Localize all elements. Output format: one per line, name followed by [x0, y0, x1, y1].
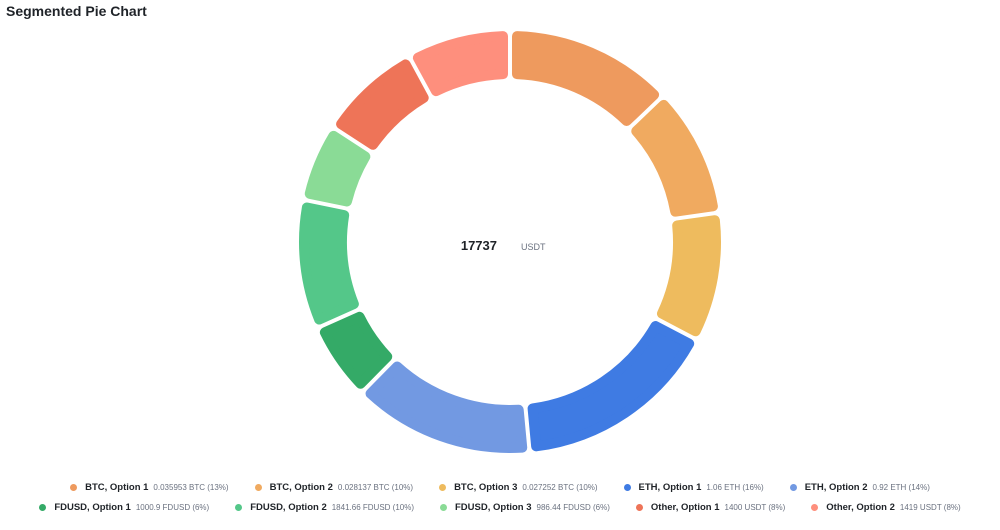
pie-slice-3[interactable]	[656, 215, 721, 337]
legend-item[interactable]: Other, Option 1 1400 USDT (8%)	[635, 502, 786, 513]
legend-item[interactable]: FDUSD, Option 1 1000.9 FDUSD (6%)	[39, 502, 209, 513]
legend-detail: 0.92 ETH (14%)	[872, 483, 930, 492]
pie-slice-1[interactable]	[511, 31, 660, 127]
legend-label: BTC, Option 3	[454, 482, 518, 493]
legend-swatch	[440, 504, 447, 511]
legend-row: BTC, Option 1 0.035953 BTC (13%) BTC, Opti…	[70, 482, 930, 493]
pie-slice-7[interactable]	[299, 202, 359, 325]
legend-swatch	[254, 484, 262, 491]
pie-slice-5[interactable]	[365, 361, 528, 453]
pie-slice-10[interactable]	[412, 31, 509, 97]
chart-legend: BTC, Option 1 0.035953 BTC (13%) BTC, Opti…	[0, 482, 1000, 513]
legend-detail: 0.028137 BTC (10%)	[337, 483, 414, 492]
chart-title: Segmented Pie Chart	[6, 3, 147, 19]
legend-item[interactable]: Other, Option 2 1419 USDT (8%)	[811, 502, 961, 513]
legend-label: BTC, Option 2	[269, 482, 333, 493]
legend-label: FDUSD, Option 2	[250, 502, 327, 513]
legend-detail: 1841.66 FDUSD (10%)	[331, 503, 414, 512]
legend-label: BTC, Option 1	[85, 482, 149, 493]
center-total-unit: USDT	[521, 242, 546, 252]
legend-swatch	[623, 484, 631, 491]
legend-item[interactable]: ETH, Option 2 0.92 ETH (14%)	[789, 482, 930, 493]
legend-detail: 1419 USDT (8%)	[899, 503, 961, 512]
legend-swatch	[39, 504, 47, 511]
legend-detail: 1000.9 FDUSD (6%)	[135, 503, 210, 512]
legend-label: ETH, Option 2	[804, 482, 868, 493]
legend-item[interactable]: ETH, Option 1 1.06 ETH (16%)	[623, 482, 764, 493]
pie-chart: 17737 USDT	[299, 31, 721, 453]
legend-detail: 986.44 FDUSD (6%)	[536, 503, 610, 512]
pie-slice-9[interactable]	[336, 59, 429, 150]
legend-swatch	[789, 484, 797, 491]
legend-swatch	[635, 504, 643, 511]
legend-swatch	[70, 484, 78, 491]
legend-item[interactable]: FDUSD, Option 2 1841.66 FDUSD (10%)	[235, 502, 414, 513]
legend-label: Other, Option 1	[650, 502, 720, 513]
legend-item[interactable]: BTC, Option 1 0.035953 BTC (13%)	[70, 482, 229, 493]
legend-item[interactable]: BTC, Option 2 0.028137 BTC (10%)	[254, 482, 414, 493]
legend-swatch	[811, 504, 819, 511]
legend-detail: 1.06 ETH (16%)	[706, 483, 764, 492]
legend-detail: 0.035953 BTC (13%)	[153, 483, 229, 492]
pie-slices	[299, 31, 721, 453]
legend-label: Other, Option 2	[826, 502, 895, 513]
legend-label: FDUSD, Option 1	[54, 502, 131, 513]
pie-slice-4[interactable]	[527, 321, 695, 452]
center-total-value: 17737	[461, 238, 497, 253]
legend-item[interactable]: FDUSD, Option 3 986.44 FDUSD (6%)	[440, 502, 610, 513]
legend-item[interactable]: BTC, Option 3 0.027252 BTC (10%)	[439, 482, 598, 493]
legend-detail: 1400 USDT (8%)	[724, 503, 786, 512]
legend-detail: 0.027252 BTC (10%)	[522, 483, 598, 492]
legend-swatch	[439, 484, 447, 491]
legend-label: FDUSD, Option 3	[455, 502, 532, 513]
pie-slice-8[interactable]	[304, 130, 371, 207]
pie-slice-2[interactable]	[631, 99, 718, 217]
legend-swatch	[235, 504, 243, 511]
legend-row: FDUSD, Option 1 1000.9 FDUSD (6%) FDUSD, O…	[39, 502, 961, 513]
legend-label: ETH, Option 1	[638, 482, 702, 493]
pie-slice-6[interactable]	[319, 311, 393, 389]
